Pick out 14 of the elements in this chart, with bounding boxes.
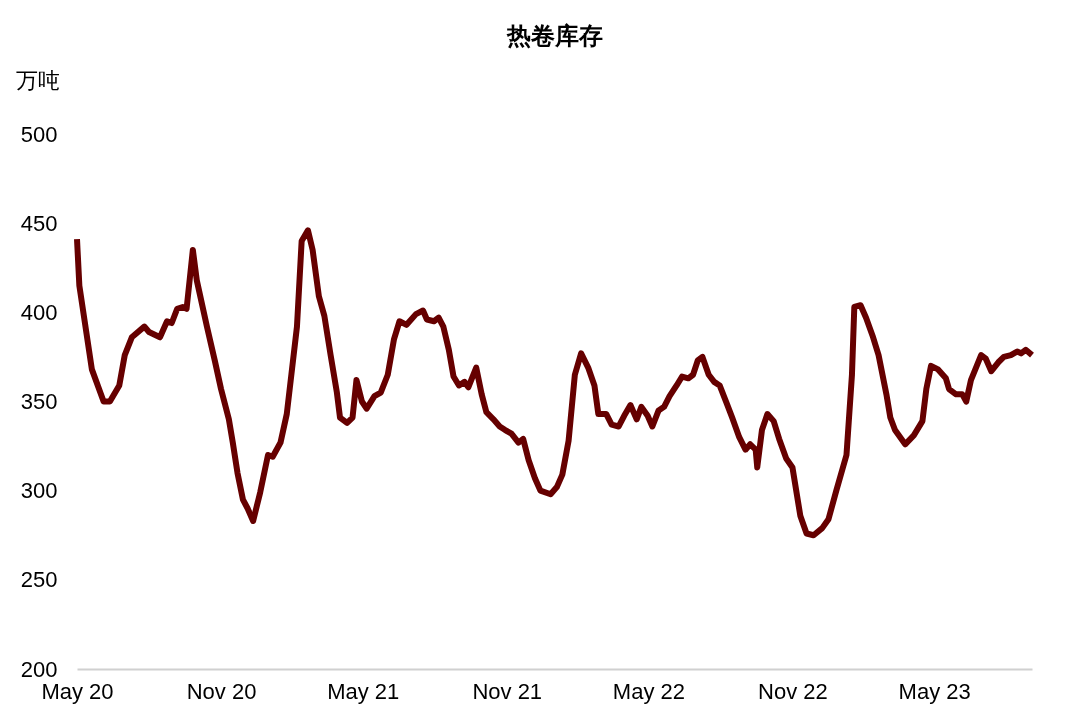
y-tick-label: 400 xyxy=(20,299,58,325)
y-axis-title: 万吨 xyxy=(15,67,60,93)
x-tick-label: Nov 22 xyxy=(758,678,828,704)
x-tick-label: May 23 xyxy=(898,678,971,704)
y-tick-label: 350 xyxy=(20,389,58,414)
x-tick-label: May 22 xyxy=(612,678,686,704)
y-tick-label: 250 xyxy=(20,567,58,593)
y-tick-label: 300 xyxy=(20,478,58,504)
x-tick-label: May 21 xyxy=(327,678,400,704)
chart-title: 热卷库存 xyxy=(505,22,603,49)
y-tick-label: 500 xyxy=(20,121,58,147)
x-tick-label: Nov 20 xyxy=(186,678,257,704)
y-tick-label: 450 xyxy=(20,210,58,236)
x-tick-label: Nov 21 xyxy=(472,678,543,704)
